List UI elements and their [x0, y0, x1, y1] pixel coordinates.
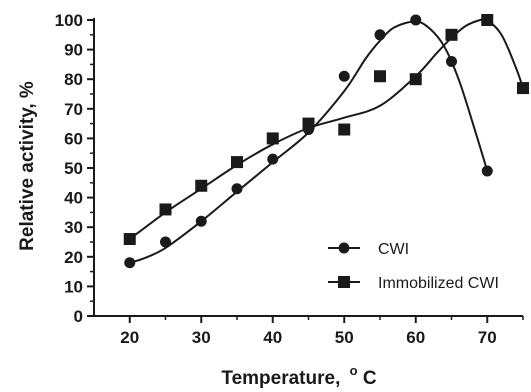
y-tick-label-100: 100 [55, 11, 83, 30]
x-tick-label-50: 50 [335, 328, 354, 347]
data-point-cwi-20 [124, 257, 136, 269]
data-point-immobilized-cwi-60 [409, 73, 422, 86]
y-tick-label-10: 10 [64, 277, 83, 296]
legend-label-immobilized-cwi: Immobilized CWI [378, 275, 499, 292]
data-point-cwi-40 [267, 153, 279, 165]
y-tick-label-60: 60 [64, 129, 83, 148]
y-tick-label-40: 40 [64, 189, 83, 208]
y-tick-label-30: 30 [64, 218, 83, 237]
legend-marker-cwi [338, 242, 350, 254]
data-point-immobilized-cwi-70 [481, 14, 494, 26]
data-point-immobilized-cwi-75 [517, 82, 529, 95]
data-point-cwi-55 [374, 29, 386, 41]
legend: CWI Immobilized CWI [328, 241, 499, 292]
y-tick-label-0: 0 [74, 307, 83, 326]
data-point-cwi-60 [410, 14, 422, 26]
x-axis-title: Temperature, o C [221, 359, 376, 389]
data-point-immobilized-cwi-50 [338, 123, 351, 136]
y-tick-label-20: 20 [64, 248, 83, 267]
x-axis-title-degree: o [350, 363, 358, 378]
data-point-cwi-25 [160, 236, 171, 248]
plot-area [123, 14, 529, 269]
data-point-cwi-50 [338, 70, 350, 82]
data-point-immobilized-cwi-20 [123, 233, 136, 246]
data-point-immobilized-cwi-25 [159, 203, 172, 216]
data-point-immobilized-cwi-55 [374, 70, 386, 83]
y-tick-label-50: 50 [64, 159, 83, 178]
data-point-immobilized-cwi-40 [266, 132, 279, 145]
series-curve-immobilized-cwi [129, 17, 524, 240]
y-axis-title: Relative activity, % [17, 81, 38, 251]
x-tick-label-40: 40 [263, 328, 282, 347]
data-point-immobilized-cwi-30 [195, 179, 208, 192]
x-tick-label-60: 60 [406, 328, 425, 347]
axes: 0 10 20 30 40 50 60 70 80 90 100 20 30 40 50 60 70 [55, 11, 524, 347]
legend-label-cwi: CWI [378, 241, 409, 258]
x-axis-title-text: Temperature, [221, 368, 340, 389]
y-tick-label-90: 90 [64, 41, 83, 60]
data-point-immobilized-cwi-45 [302, 117, 315, 130]
x-axis-title-unit: C [363, 368, 377, 389]
y-tick-label-80: 80 [64, 70, 83, 89]
data-point-cwi-65 [446, 55, 457, 67]
data-point-cwi-30 [195, 215, 207, 227]
data-point-immobilized-cwi-65 [445, 28, 458, 41]
legend-marker-immobilized-cwi [338, 276, 350, 288]
x-tick-label-20: 20 [120, 328, 139, 347]
data-point-immobilized-cwi-35 [231, 156, 243, 169]
series-curve-cwi [129, 20, 489, 264]
y-tick-label-70: 70 [64, 100, 83, 119]
data-point-cwi-35 [231, 183, 243, 195]
data-point-cwi-70 [481, 165, 493, 177]
x-tick-label-30: 30 [192, 328, 211, 347]
x-tick-label-70: 70 [478, 328, 497, 347]
